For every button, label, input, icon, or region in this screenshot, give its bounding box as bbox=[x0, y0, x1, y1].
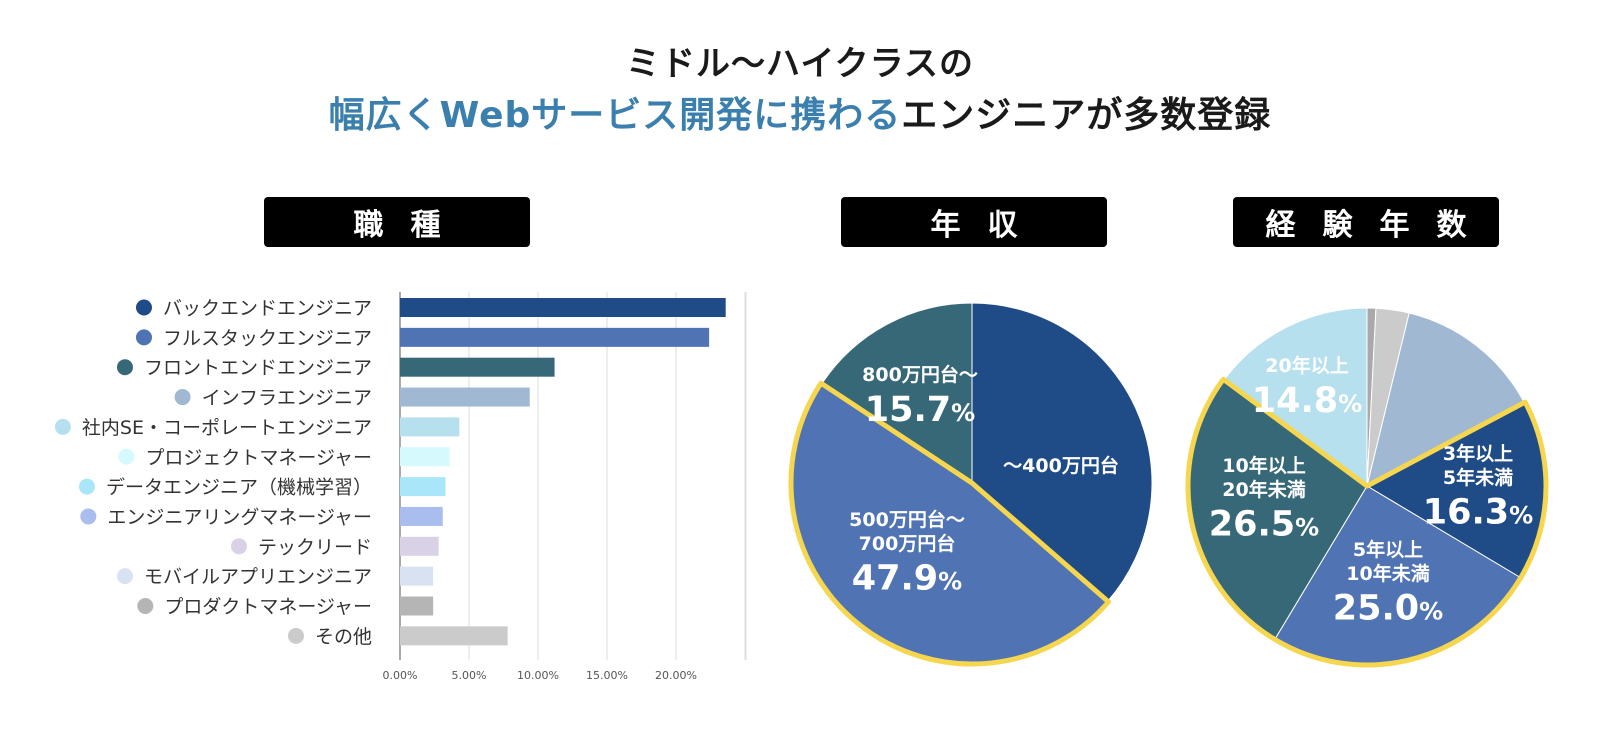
category-label: テックリード bbox=[258, 536, 372, 558]
category-label: フロントエンドエンジニア bbox=[144, 357, 372, 379]
bar bbox=[400, 536, 439, 556]
percent-number: 16.3 bbox=[1423, 493, 1509, 533]
percent-number: 47.9 bbox=[852, 559, 938, 599]
headline-accent: 幅広くWebサービス開発に携わる bbox=[328, 95, 902, 136]
pie-slice bbox=[1366, 312, 1525, 487]
percent-unit: % bbox=[951, 399, 975, 427]
pie-slice bbox=[971, 302, 1153, 602]
x-tick-label: 5.00% bbox=[452, 669, 487, 682]
bar bbox=[400, 447, 450, 467]
job-bar-chart: 0.00% 5.00% 10.00% 15.00% 20.00%バックエンドエンジニアフ… bbox=[54, 292, 747, 682]
slice-percent: 25.0% bbox=[1333, 589, 1443, 629]
legend-marker bbox=[137, 598, 154, 614]
x-tick-label: 15.00% bbox=[586, 669, 628, 682]
slice-label: 10年以上 bbox=[1222, 454, 1305, 477]
percent-unit: % bbox=[1419, 598, 1443, 626]
slice-label: 3年以上 bbox=[1443, 442, 1513, 465]
legend-marker bbox=[135, 329, 152, 346]
x-tick-label: 20.00% bbox=[655, 669, 697, 682]
bar bbox=[400, 477, 446, 497]
slice-label: 700万円台 bbox=[859, 532, 956, 555]
percent-unit: % bbox=[1509, 502, 1533, 530]
legend-marker bbox=[78, 478, 95, 495]
slice-label: 5年未満 bbox=[1443, 466, 1513, 489]
bar bbox=[400, 596, 434, 616]
slice-label: 10年未満 bbox=[1346, 562, 1429, 585]
category-label: バックエンドエンジニア bbox=[163, 298, 372, 320]
headline-line1: ミドル〜ハイクラスの bbox=[626, 44, 974, 84]
category-label: 社内SE・コーポレートエンジニア bbox=[82, 417, 372, 439]
bar bbox=[400, 357, 555, 377]
bar bbox=[400, 417, 460, 437]
legend-marker bbox=[116, 359, 133, 376]
category-label: プロダクトマネージャー bbox=[164, 596, 372, 618]
legend-marker bbox=[116, 568, 133, 585]
bar bbox=[400, 506, 443, 526]
highlight-outline bbox=[1185, 376, 1549, 668]
percent-number: 15.7 bbox=[865, 390, 951, 430]
percent-number: 14.8 bbox=[1252, 381, 1338, 421]
category-label: データエンジニア（機械学習） bbox=[106, 477, 372, 499]
slice-label: 〜400万円台 bbox=[1003, 454, 1119, 477]
percent-number: 25.0 bbox=[1333, 589, 1419, 629]
legend-marker bbox=[80, 508, 97, 525]
slice-percent: 26.5% bbox=[1209, 505, 1319, 545]
salary-pie-chart: 〜400万円台 500万円台〜700万円台 47.9% 800万円台〜 15.7% bbox=[788, 302, 1153, 667]
bar bbox=[400, 298, 726, 317]
legend-marker bbox=[118, 448, 135, 465]
legend-marker bbox=[135, 299, 152, 316]
percent-number: 26.5 bbox=[1209, 505, 1295, 545]
category-label: モバイルアプリエンジニア bbox=[144, 566, 372, 588]
experience-section-label: 経験年数 bbox=[1233, 197, 1499, 247]
category-label: その他 bbox=[315, 626, 372, 648]
bar bbox=[400, 626, 508, 646]
legend-marker bbox=[54, 418, 71, 435]
headline-rest: エンジニアが多数登録 bbox=[901, 95, 1272, 136]
bar bbox=[400, 566, 434, 586]
legend-marker bbox=[230, 538, 247, 555]
slice-percent: 14.8% bbox=[1252, 381, 1362, 421]
slice-percent: 47.9% bbox=[852, 559, 962, 599]
pie-slice bbox=[1223, 307, 1368, 487]
experience-pie-chart: 3年以上5年未満16.3%5年以上10年未満25.0%10年以上20年未満26.… bbox=[1185, 307, 1549, 668]
job-section-label: 職種 bbox=[264, 197, 530, 247]
slice-percent: 15.7% bbox=[865, 390, 975, 430]
category-label: エンジニアリングマネージャー bbox=[107, 506, 372, 528]
percent-unit: % bbox=[938, 568, 962, 596]
slice-label: 5年以上 bbox=[1353, 538, 1423, 561]
slice-label: 20年以上 bbox=[1265, 354, 1348, 377]
x-tick-label: 0.00% bbox=[383, 669, 418, 682]
bar bbox=[400, 387, 530, 407]
salary-section-label: 年収 bbox=[841, 197, 1107, 247]
legend-marker bbox=[174, 389, 191, 406]
highlight-outline bbox=[788, 380, 1112, 667]
x-tick-label: 10.00% bbox=[517, 669, 559, 682]
percent-unit: % bbox=[1338, 390, 1362, 418]
slice-label: 20年未満 bbox=[1222, 478, 1305, 501]
pie-slice bbox=[821, 302, 973, 484]
percent-unit: % bbox=[1295, 514, 1319, 542]
headline-line2: 幅広くWebサービス開発に携わるエンジニアが多数登録 bbox=[0, 86, 1600, 138]
category-label: プロジェクトマネージャー bbox=[145, 447, 372, 469]
slice-label: 800万円台〜 bbox=[862, 363, 978, 386]
legend-marker bbox=[287, 627, 304, 644]
bar bbox=[400, 327, 710, 347]
category-label: インフラエンジニア bbox=[202, 387, 372, 409]
slice-percent: 16.3% bbox=[1423, 493, 1533, 533]
slice-label: 500万円台〜 bbox=[849, 508, 965, 531]
category-label: フルスタックエンジニア bbox=[163, 327, 372, 349]
